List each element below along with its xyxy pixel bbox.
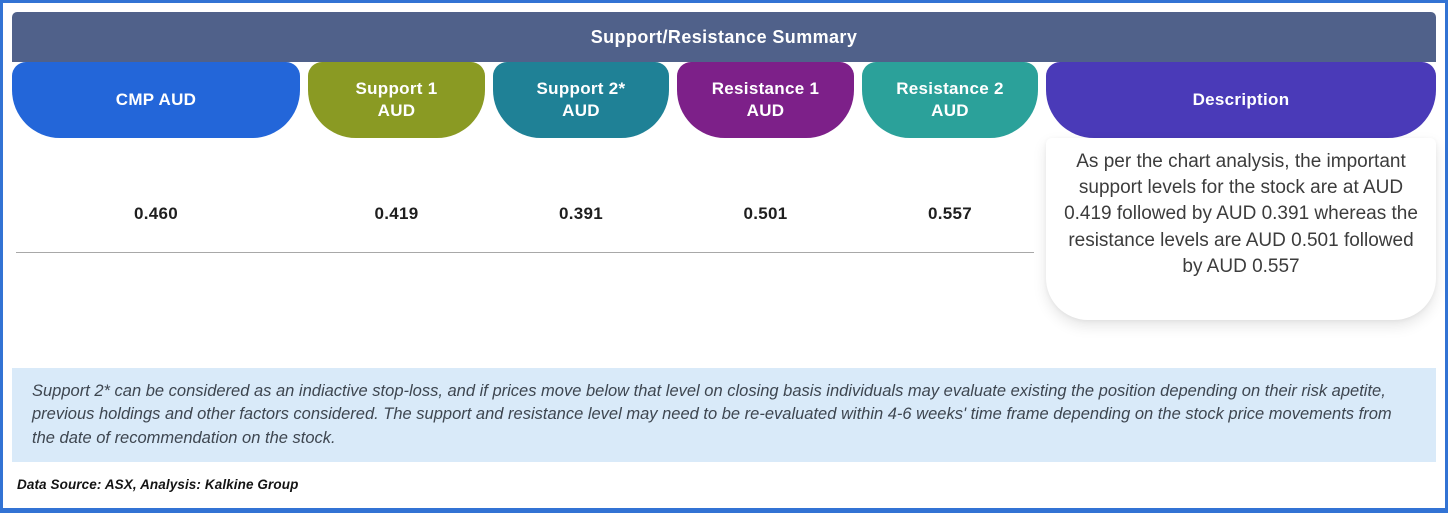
support-2-value: 0.391 [558,204,604,223]
column-header-label: CMP AUD [115,89,197,109]
support-1-value: 0.419 [374,204,419,223]
column-header-label: Support 2* [536,78,626,98]
column-header-resistance-2: Resistance 2 AUD [862,62,1038,138]
column-header-label: Support 1 [355,78,438,98]
table-value-row: 0.460 0.419 0.391 0.501 0.557 As per the… [12,138,1436,320]
column-header-label: AUD [377,101,416,120]
column-header-description: Description [1046,62,1436,138]
resistance-2-value: 0.557 [927,204,973,223]
column-header-label: AUD [562,101,600,120]
column-header-label: AUD [931,101,969,120]
column-header-resistance-1: Resistance 1 AUD [677,62,854,138]
description-text: As per the chart analysis, the important… [1064,151,1418,277]
data-source-text: Data Source: ASX, Analysis: Kalkine Grou… [17,477,299,493]
column-header-support-1: Support 1 AUD [308,62,485,138]
column-header-cmp: CMP AUD [12,62,300,138]
column-header-support-2: Support 2* AUD [493,62,669,138]
summary-title-bar: Support/Resistance Summary [12,12,1436,62]
description-text-box: As per the chart analysis, the important… [1046,138,1436,320]
column-header-label: Resistance 1 [711,78,820,98]
data-source-line: Data Source: ASX, Analysis: Kalkine Grou… [12,477,1436,492]
table-divider-line [16,252,1034,253]
resistance-1-value: 0.501 [743,204,788,223]
footnote-box: Support 2* can be considered as an india… [12,368,1436,463]
cmp-value: 0.460 [133,204,179,223]
column-header-label: AUD [746,101,785,120]
page-title: Support/Resistance Summary [590,26,858,47]
column-header-label: Resistance 2 [896,78,1004,98]
column-header-label: Description [1192,89,1290,109]
footnote-text: Support 2* can be considered as an india… [32,382,1392,447]
spacer [12,320,1436,368]
column-header-row: CMP AUD Support 1 AUD Support 2* AUD Res… [12,62,1436,138]
